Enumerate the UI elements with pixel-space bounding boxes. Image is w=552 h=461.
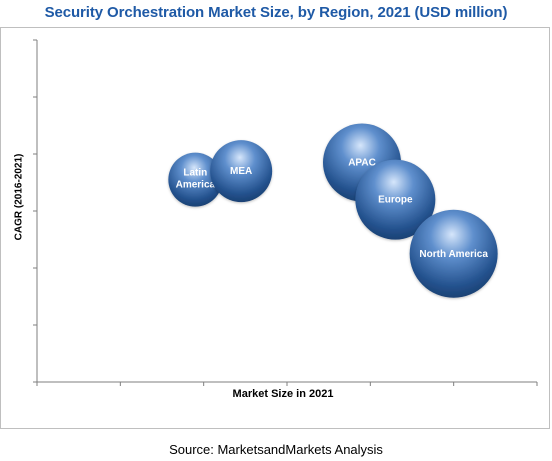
bubble-label: North America — [419, 249, 488, 260]
bubble-mark — [168, 152, 223, 207]
bubble-europe: Europe — [355, 159, 436, 240]
bubble-label: APAC — [348, 158, 376, 169]
y-axis-label: CAGR (2016-2021) — [13, 153, 25, 241]
bubble-mark — [355, 159, 436, 240]
chart-title: Security Orchestration Market Size, by R… — [44, 4, 508, 21]
bubble-label: MEA — [230, 166, 252, 177]
bubble-layer: Latin America MEA APAC Europe North America — [168, 123, 498, 298]
chart-frame — [0, 27, 550, 429]
bubble-mea: MEA — [210, 140, 273, 203]
bubble-north-america: North America — [409, 209, 498, 298]
x-axis-label: Market Size in 2021 — [232, 388, 334, 400]
bubble-mark — [210, 140, 273, 203]
axes — [33, 39, 538, 386]
bubble-label: Latin America — [176, 168, 216, 191]
bubble-latin-america: Latin America — [168, 152, 223, 207]
source-note: Source: MarketsandMarkets Analysis — [169, 442, 383, 457]
bubble-mark — [409, 209, 498, 298]
bubble-label: Europe — [378, 195, 413, 206]
